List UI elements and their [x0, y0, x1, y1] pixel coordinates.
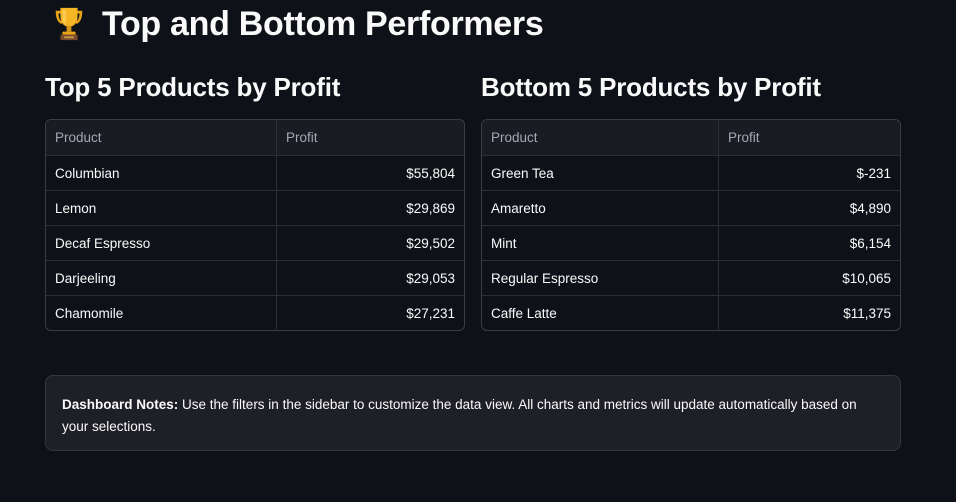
top-products-heading: Top 5 Products by Profit [45, 72, 341, 102]
column-header-product[interactable]: Product [482, 120, 719, 155]
product-cell[interactable]: Chamomile [46, 296, 277, 330]
top-products-section: Top 5 Products by Profit Product Profit … [45, 70, 465, 331]
top-products-table[interactable]: Product Profit Columbian $55,804 Lemon $… [45, 119, 465, 331]
product-cell[interactable]: Darjeeling [46, 261, 277, 295]
profit-cell[interactable]: $29,053 [406, 270, 455, 286]
product-cell[interactable]: Green Tea [482, 156, 719, 190]
profit-cell[interactable]: $55,804 [406, 165, 455, 181]
table-row: Darjeeling $29,053 [46, 260, 464, 295]
profit-cell[interactable]: $6,154 [849, 235, 891, 251]
profit-cell[interactable]: $29,502 [406, 235, 455, 251]
trophy-icon [55, 7, 83, 41]
column-header-profit[interactable]: Profit [728, 130, 760, 145]
product-cell[interactable]: Lemon [46, 191, 277, 225]
page-title: Top and Bottom Performers [50, 4, 544, 44]
product-cell[interactable]: Regular Espresso [482, 261, 719, 295]
profit-cell[interactable]: $4,890 [849, 200, 891, 216]
table-row: Decaf Espresso $29,502 [46, 225, 464, 260]
bottom-products-heading: Bottom 5 Products by Profit [481, 72, 821, 102]
table-row: Lemon $29,869 [46, 190, 464, 225]
table-row: Mint $6,154 [482, 225, 900, 260]
column-header-product[interactable]: Product [46, 120, 277, 155]
profit-cell[interactable]: $-231 [856, 165, 891, 181]
product-cell[interactable]: Columbian [46, 156, 277, 190]
table-header-row: Product Profit [46, 120, 464, 155]
table-row: Chamomile $27,231 [46, 295, 464, 330]
product-cell[interactable]: Mint [482, 226, 719, 260]
notes-text: Use the filters in the sidebar to custom… [62, 397, 857, 434]
table-row: Caffe Latte $11,375 [482, 295, 900, 330]
profit-cell[interactable]: $11,375 [843, 305, 891, 321]
product-cell[interactable]: Decaf Espresso [46, 226, 277, 260]
table-row: Regular Espresso $10,065 [482, 260, 900, 295]
page-title-text: Top and Bottom Performers [102, 5, 544, 43]
table-header-row: Product Profit [482, 120, 900, 155]
column-header-profit[interactable]: Profit [286, 130, 318, 145]
table-row: Columbian $55,804 [46, 155, 464, 190]
product-cell[interactable]: Amaretto [482, 191, 719, 225]
table-row: Amaretto $4,890 [482, 190, 900, 225]
dashboard-notes: Dashboard Notes: Use the filters in the … [45, 375, 901, 451]
profit-cell[interactable]: $10,065 [842, 270, 891, 286]
profit-cell[interactable]: $27,231 [406, 305, 455, 321]
product-cell[interactable]: Caffe Latte [482, 296, 719, 330]
table-row: Green Tea $-231 [482, 155, 900, 190]
profit-cell[interactable]: $29,869 [406, 200, 455, 216]
bottom-products-section: Bottom 5 Products by Profit Product Prof… [481, 70, 901, 331]
bottom-products-table[interactable]: Product Profit Green Tea $-231 Amaretto … [481, 119, 901, 331]
notes-label: Dashboard Notes: [62, 397, 179, 412]
